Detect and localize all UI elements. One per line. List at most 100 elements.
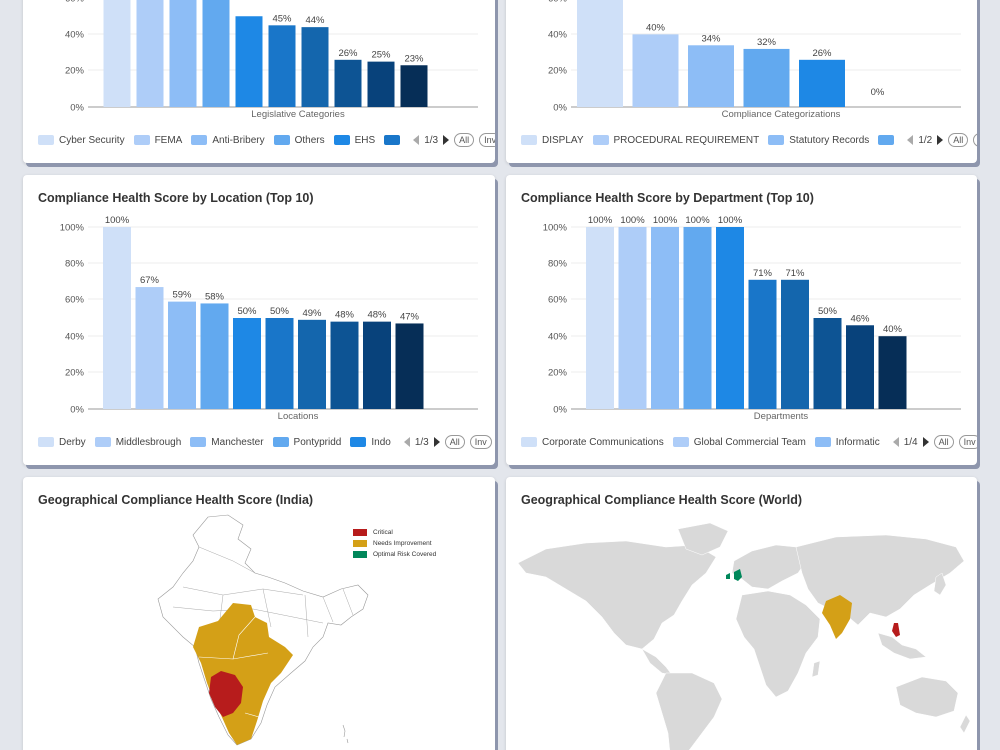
- bar[interactable]: [135, 287, 164, 409]
- bar[interactable]: [168, 301, 196, 409]
- legend-item[interactable]: Derby: [38, 437, 86, 448]
- legend-item[interactable]: Pontypridd: [272, 437, 341, 448]
- bar[interactable]: [651, 227, 679, 409]
- bar-value-label: 50%: [270, 306, 290, 317]
- bar[interactable]: [813, 318, 842, 409]
- bar[interactable]: [781, 279, 809, 409]
- bar[interactable]: [330, 321, 359, 409]
- legend-item[interactable]: EHS: [333, 135, 375, 146]
- bar[interactable]: [233, 318, 261, 409]
- bar-value-label: 59%: [172, 290, 192, 301]
- bar[interactable]: [268, 25, 296, 108]
- world-philippines-critical[interactable]: [892, 623, 900, 637]
- y-tick-label: 0%: [553, 103, 567, 114]
- bar[interactable]: [367, 61, 395, 107]
- legend-invert-button[interactable]: Inv: [973, 133, 977, 147]
- bar[interactable]: [743, 48, 790, 107]
- legend-all-button[interactable]: All: [948, 133, 969, 147]
- bar[interactable]: [799, 59, 845, 107]
- bar-value-label: 71%: [753, 268, 773, 279]
- bar[interactable]: [395, 323, 424, 409]
- y-tick-label: 60%: [548, 295, 568, 306]
- page-indicator: 1/2: [918, 134, 933, 146]
- prev-page-icon[interactable]: [892, 437, 899, 447]
- world-ireland-optimal[interactable]: [726, 573, 730, 579]
- legend-item[interactable]: Anti-Bribery: [191, 135, 265, 146]
- legend-item[interactable]: Indo: [350, 437, 391, 448]
- bar[interactable]: [103, 227, 131, 409]
- europe: [731, 544, 807, 590]
- legend-swatch: [814, 437, 831, 447]
- next-page-icon[interactable]: [443, 135, 450, 145]
- legend-swatch: [273, 135, 290, 145]
- bar[interactable]: [618, 227, 647, 409]
- bar[interactable]: [586, 227, 614, 409]
- bar[interactable]: [846, 325, 874, 409]
- y-tick-label: 80%: [548, 259, 568, 270]
- bar[interactable]: [577, 0, 623, 108]
- y-tick-label: 20%: [65, 66, 85, 77]
- bar[interactable]: [334, 59, 362, 107]
- prev-page-icon[interactable]: [907, 135, 914, 145]
- legend-item[interactable]: Statutory Records: [768, 135, 869, 146]
- australia: [895, 676, 959, 718]
- world-map-title: Geographical Compliance Health Score (Wo…: [521, 493, 803, 507]
- bar[interactable]: [683, 227, 712, 409]
- bar-value-label: 47%: [400, 311, 420, 322]
- legend-item[interactable]: PROCEDURAL REQUIREMENT: [592, 134, 760, 146]
- legend-item[interactable]: [384, 135, 401, 145]
- legend-invert-button[interactable]: Inv: [479, 133, 495, 147]
- next-page-icon[interactable]: [937, 135, 944, 145]
- india-region-critical[interactable]: [209, 671, 243, 717]
- india-map[interactable]: [23, 477, 495, 750]
- legend-item[interactable]: Informatic: [814, 437, 880, 448]
- next-page-icon[interactable]: [433, 437, 440, 447]
- legend-item[interactable]: DISPLAY: [521, 135, 584, 146]
- legend-swatch: [191, 135, 208, 145]
- bar[interactable]: [202, 0, 230, 107]
- legend-item[interactable]: FEMA: [133, 135, 182, 146]
- legend-item[interactable]: Global Commercial Team: [672, 436, 806, 448]
- legend-item[interactable]: Cyber Security: [38, 135, 125, 146]
- world-map[interactable]: [506, 477, 977, 750]
- next-page-icon[interactable]: [922, 437, 929, 447]
- legend-item[interactable]: [878, 135, 895, 145]
- bar[interactable]: [748, 279, 777, 409]
- bar[interactable]: [716, 227, 744, 409]
- legend-invert-button[interactable]: Inv: [469, 435, 492, 449]
- legend-label: Middlesbrough: [115, 436, 182, 448]
- bar[interactable]: [632, 34, 679, 107]
- bar[interactable]: [169, 0, 197, 107]
- bar[interactable]: [103, 0, 131, 107]
- legend-all-button[interactable]: All: [444, 435, 465, 449]
- bar[interactable]: [878, 336, 907, 409]
- world-map-card: Geographical Compliance Health Score (Wo…: [506, 477, 977, 750]
- bar[interactable]: [298, 319, 326, 409]
- bar[interactable]: [235, 16, 263, 107]
- world-uk-optimal[interactable]: [734, 569, 742, 581]
- legend-item[interactable]: Corporate Communications: [521, 437, 664, 448]
- bar[interactable]: [200, 303, 229, 409]
- y-tick-label: 0%: [553, 405, 567, 416]
- bar[interactable]: [136, 0, 164, 107]
- legend-label: PROCEDURAL REQUIREMENT: [613, 134, 760, 146]
- y-tick-label: 40%: [65, 30, 85, 41]
- legend-all-button[interactable]: All: [454, 133, 475, 147]
- legend-item[interactable]: Manchester: [190, 437, 264, 448]
- prev-page-icon[interactable]: [403, 437, 410, 447]
- india-region-needs-improvement[interactable]: [193, 603, 293, 745]
- bar[interactable]: [688, 45, 734, 107]
- legend-item[interactable]: Others: [273, 135, 325, 146]
- bar[interactable]: [265, 318, 294, 409]
- legend-item[interactable]: Middlesbrough: [94, 436, 182, 448]
- bar[interactable]: [400, 65, 428, 107]
- bar-value-label: 40%: [883, 324, 903, 335]
- legend-invert-button[interactable]: Inv: [958, 435, 977, 449]
- bar[interactable]: [301, 27, 329, 107]
- legend-all-button[interactable]: All: [933, 435, 954, 449]
- prev-page-icon[interactable]: [413, 135, 420, 145]
- bar-value-label: 25%: [371, 50, 391, 61]
- world-india-needs-improvement[interactable]: [822, 595, 852, 639]
- legend-label: Global Commercial Team: [693, 436, 806, 448]
- bar[interactable]: [363, 321, 391, 409]
